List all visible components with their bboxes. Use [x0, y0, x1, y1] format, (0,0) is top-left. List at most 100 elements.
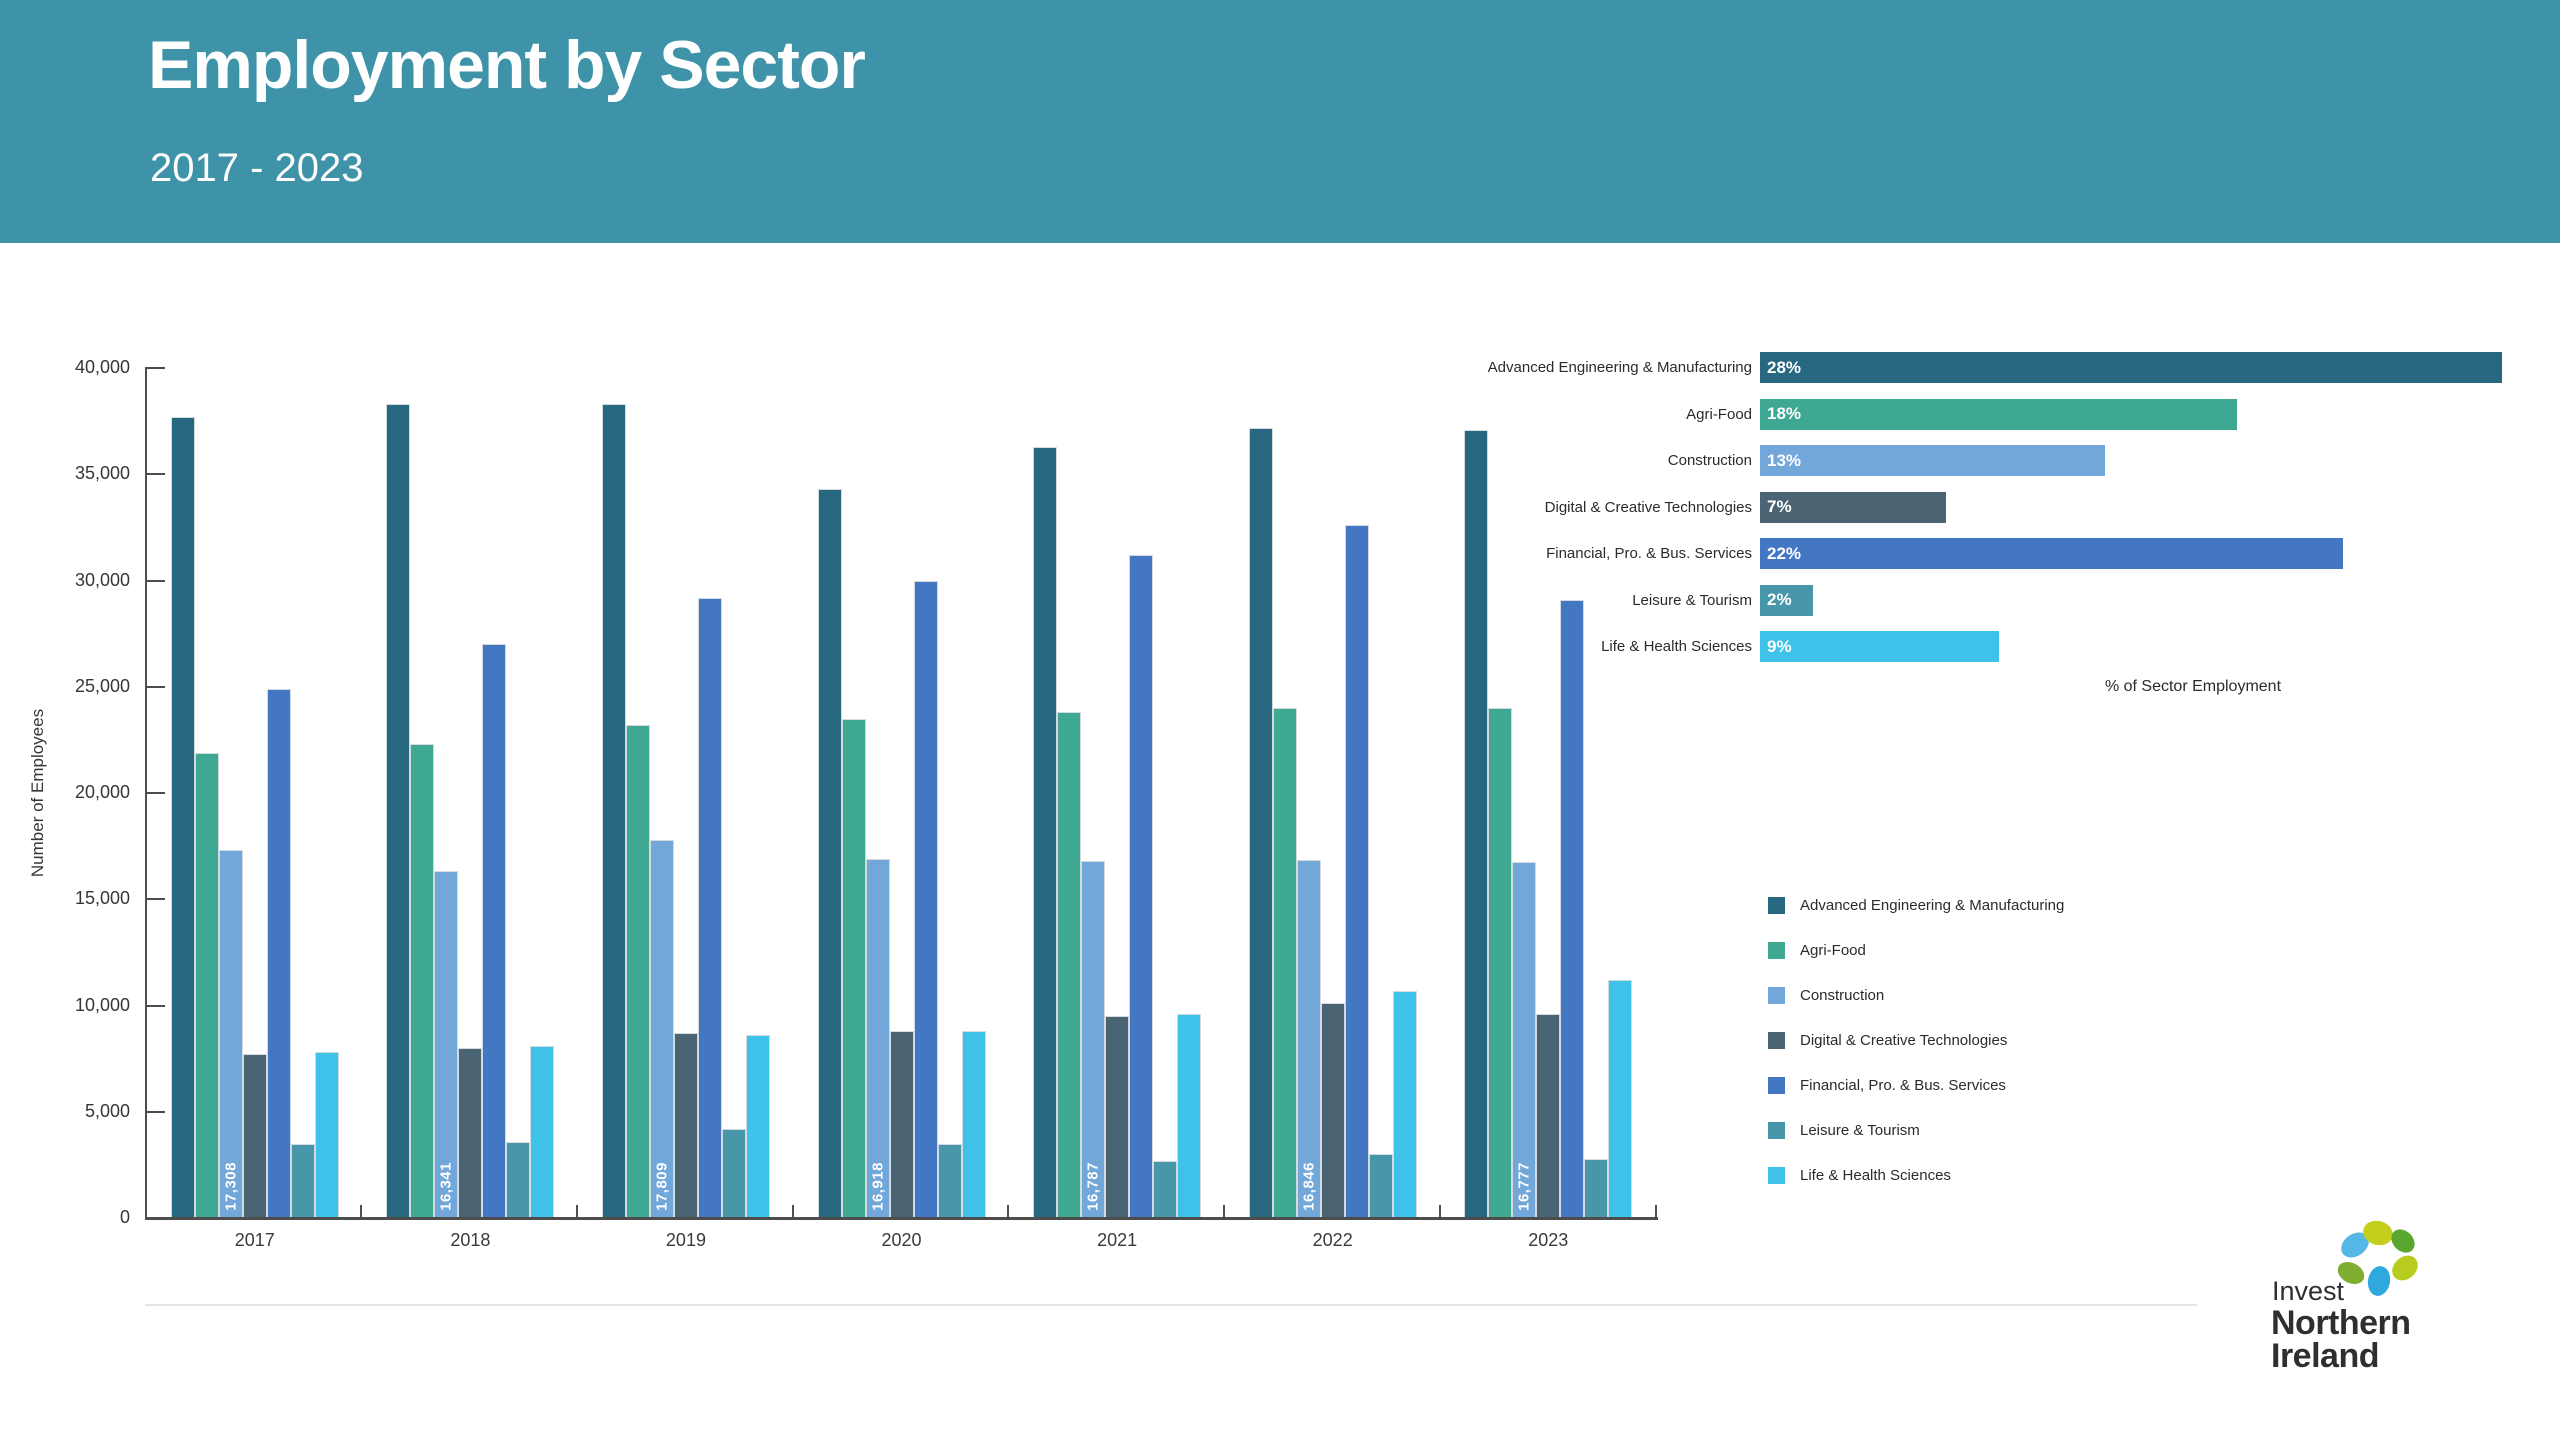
legend-item: Construction [1768, 987, 2064, 1004]
y-tick-label: 0 [119, 1207, 130, 1227]
legend-swatch [1768, 1167, 1785, 1184]
percent-row: Leisure & Tourism 2% [1400, 584, 2560, 616]
bar [1608, 980, 1633, 1218]
legend-swatch [1768, 1122, 1785, 1139]
bar-value-label: 16,777 [1515, 1162, 1533, 1211]
x-group-tick [1223, 1205, 1226, 1218]
bar [242, 1054, 267, 1218]
x-group-tick [791, 1205, 794, 1218]
bar [1248, 427, 1273, 1218]
year-group: 16,787 2021 [1009, 368, 1225, 1250]
bar [697, 597, 722, 1218]
bar [1536, 1014, 1561, 1218]
footer-divider [145, 1304, 2197, 1306]
bar-value-label: 16,787 [1084, 1162, 1102, 1211]
bar-value-label: 16,846 [1300, 1162, 1318, 1211]
y-tick [145, 367, 165, 369]
bar [1033, 446, 1058, 1218]
bar [1105, 1016, 1130, 1218]
bar [314, 1052, 339, 1218]
logo-text-northern: Northern [2271, 1304, 2411, 1342]
grouped-bar-chart: Number of Employees 17,308 2017 16,341 2018… [28, 357, 1658, 1250]
bar [1272, 708, 1297, 1218]
invest-ni-logo: Invest Northern Ireland [2271, 1220, 2418, 1375]
bar [410, 744, 435, 1218]
legend-swatch [1768, 897, 1785, 914]
sector-label: Advanced Engineering & Manufacturing [1487, 359, 1752, 376]
flower-icon [2337, 1220, 2418, 1296]
bar-value-label: 16,341 [437, 1162, 455, 1211]
legend-item: Life & Health Sciences [1768, 1167, 2064, 1184]
sector-label: Digital & Creative Technologies [1544, 498, 1752, 516]
year-group: 16,846 2022 [1225, 368, 1441, 1250]
bar [1464, 429, 1489, 1218]
x-group-tick [359, 1205, 362, 1218]
x-group-tick [1655, 1205, 1657, 1218]
bar: 16,846 [1296, 860, 1321, 1218]
y-tick-label: 35,000 [74, 463, 130, 484]
bar: 16,787 [1081, 861, 1106, 1218]
percent-value-label: 2% [1767, 590, 1792, 609]
bar [1368, 1154, 1393, 1218]
bar [1560, 599, 1585, 1218]
bar [506, 1141, 531, 1218]
bar [745, 1035, 770, 1218]
bar [266, 688, 291, 1218]
percent-rows: Advanced Engineering & Manufacturing 28% A… [1400, 352, 2560, 662]
x-group-tick [1007, 1205, 1010, 1218]
year-label: 2018 [450, 1230, 491, 1250]
bar [889, 1031, 914, 1218]
legend-swatch [1768, 1077, 1785, 1094]
percent-value-label: 9% [1767, 636, 1792, 656]
percent-bar: 18% [1760, 398, 2237, 430]
y-tick-label: 40,000 [74, 357, 130, 377]
bar [170, 416, 195, 1218]
percent-value-label: 13% [1767, 450, 1802, 470]
bar [1153, 1160, 1178, 1218]
legend-swatch [1768, 987, 1785, 1004]
y-tick [145, 685, 165, 688]
y-tick-label: 25,000 [74, 675, 130, 696]
legend-label: Leisure & Tourism [1800, 1122, 1920, 1139]
legend-label: Digital & Creative Technologies [1800, 1032, 2008, 1049]
percent-bar: 9% [1760, 631, 1999, 662]
bar [482, 644, 507, 1218]
bar [1584, 1158, 1609, 1218]
bar: 16,777 [1512, 861, 1537, 1218]
bar: 17,809 [649, 839, 674, 1218]
x-group-tick [575, 1205, 578, 1218]
bar [961, 1031, 986, 1218]
bar [625, 725, 650, 1218]
bar [817, 489, 842, 1218]
year-label: 2017 [234, 1230, 275, 1250]
chart-legend: Advanced Engineering & Manufacturing Agri… [1768, 897, 2064, 1212]
year-label: 2023 [1528, 1230, 1569, 1250]
bar [937, 1143, 962, 1218]
sector-label: Leisure & Tourism [1632, 591, 1752, 609]
y-tick [145, 1004, 165, 1007]
percent-row: Life & Health Sciences 9% [1400, 631, 2560, 662]
percent-row: Advanced Engineering & Manufacturing 28% [1400, 352, 2560, 383]
sector-label: Construction [1667, 452, 1752, 469]
bar [1392, 990, 1417, 1218]
percent-value-label: 18% [1767, 404, 1802, 423]
legend-label: Agri-Food [1800, 942, 1866, 959]
percent-value-label: 7% [1767, 497, 1792, 516]
bar [1320, 1003, 1345, 1218]
legend-label: Advanced Engineering & Manufacturing [1800, 897, 2065, 914]
bar-value-label: 16,918 [869, 1162, 887, 1211]
y-tick-label: 5,000 [84, 1100, 130, 1121]
bar [1177, 1014, 1202, 1218]
percent-axis-caption: % of Sector Employment [2104, 678, 2282, 695]
y-tick-label: 10,000 [74, 994, 130, 1015]
bar: 16,341 [434, 870, 459, 1218]
sector-percent-chart: Advanced Engineering & Manufacturing 28% A… [1400, 352, 2560, 696]
bar [290, 1143, 315, 1218]
y-tick-label: 20,000 [74, 782, 130, 802]
y-tick [145, 473, 165, 476]
year-label: 2022 [1312, 1230, 1353, 1250]
percent-value-label: 28% [1767, 357, 1802, 377]
bar [601, 404, 626, 1218]
header-banner: Employment by Sector 2017 - 2023 [0, 0, 2560, 243]
